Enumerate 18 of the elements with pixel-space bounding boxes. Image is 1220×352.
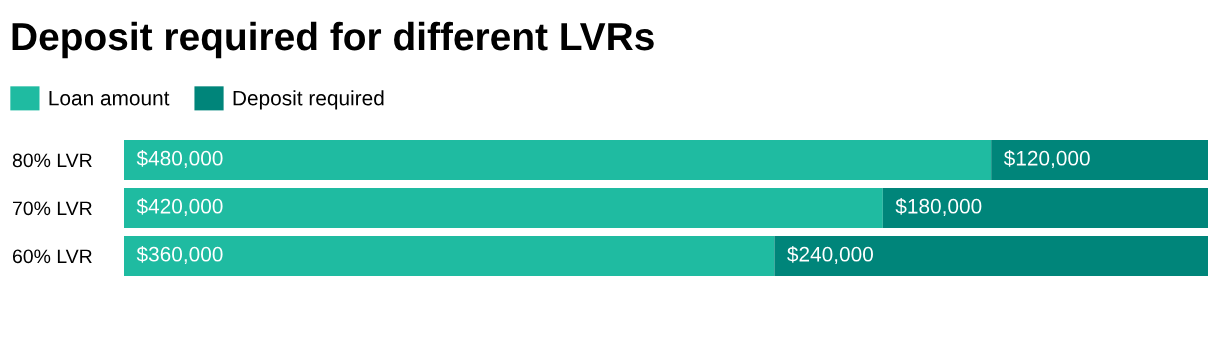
bar: [124, 140, 992, 180]
bar: [991, 140, 1208, 180]
bar: [882, 188, 1208, 228]
data-label: $120,000: [1003, 149, 1090, 169]
chart-title: Deposit required for different LVRs: [12, 21, 654, 59]
data-label: $180,000: [895, 197, 982, 217]
bar: [124, 188, 883, 228]
data-label: $360,000: [136, 245, 223, 265]
legend-label: Deposit required: [233, 90, 384, 110]
y-tick-label: 80% LVR: [12, 153, 92, 168]
bar: [774, 236, 1208, 276]
data-label: $420,000: [136, 197, 223, 217]
y-tick-label: 60% LVR: [12, 249, 92, 264]
data-label: $480,000: [136, 149, 223, 169]
data-label: $240,000: [787, 245, 873, 265]
legend-label: Loan amount: [49, 90, 170, 106]
bar: [124, 236, 775, 276]
y-tick-label: 70% LVR: [13, 201, 92, 216]
